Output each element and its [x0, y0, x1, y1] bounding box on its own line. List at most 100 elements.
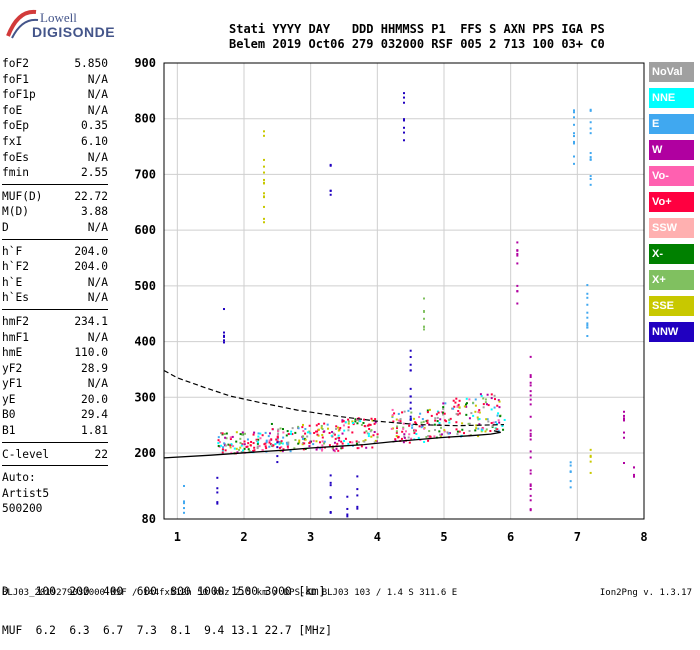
echo-point — [308, 430, 311, 433]
echo-point — [477, 427, 480, 430]
echo-point — [281, 442, 284, 445]
echo-point — [304, 432, 307, 435]
echo-point — [340, 447, 343, 450]
param-name: foF2 — [2, 57, 29, 70]
echo-point — [278, 443, 281, 446]
echo-point — [370, 429, 373, 432]
echo-point — [223, 339, 225, 342]
echo-point — [371, 419, 374, 422]
muf-distance-row: D 100 200 400 600 800 1000 1500 3000 [km… — [2, 585, 326, 598]
echo-point — [243, 443, 246, 446]
echo-point — [428, 408, 431, 411]
echo-point — [408, 424, 411, 427]
echo-point — [391, 415, 394, 418]
param-row: h`F 204.0 — [2, 244, 108, 260]
echo-point — [216, 487, 219, 490]
echo-point — [351, 441, 354, 444]
echo-point — [404, 430, 407, 433]
echo-point — [589, 175, 592, 178]
param-row: MUF(D) 22.72 — [2, 189, 108, 205]
param-value: N/A — [87, 150, 108, 164]
echo-point — [410, 411, 413, 414]
echo-point — [246, 445, 249, 448]
y-tick-label: 900 — [134, 56, 156, 70]
param-value: 204.0 — [74, 244, 108, 258]
echo-point — [230, 444, 233, 447]
echo-point — [426, 422, 429, 425]
echo-point — [467, 422, 470, 425]
echo-point — [586, 284, 589, 287]
echo-point — [414, 421, 417, 424]
echo-point — [315, 448, 318, 451]
echo-point — [333, 441, 336, 444]
echo-point — [399, 418, 402, 421]
echo-point — [569, 464, 572, 467]
echo-point — [397, 436, 400, 439]
echo-point — [239, 433, 242, 436]
echo-point — [346, 495, 349, 498]
echo-point — [337, 449, 340, 452]
echo-point — [455, 412, 458, 415]
echo-point — [277, 428, 280, 431]
echo-point — [475, 427, 478, 430]
echo-point — [328, 431, 331, 434]
echo-point — [329, 189, 332, 192]
echo-point — [326, 423, 329, 426]
param-name: yF2 — [2, 361, 23, 375]
echo-point — [436, 416, 439, 419]
echo-point — [440, 433, 443, 436]
dashed-profile-line — [163, 369, 505, 427]
echo-point — [529, 434, 532, 437]
param-value: 110.0 — [74, 346, 108, 360]
echo-point — [341, 446, 344, 449]
echo-point — [373, 430, 376, 433]
echo-point — [468, 417, 471, 420]
echo-point — [503, 418, 506, 421]
header-line2: Belem 2019 Oct06 279 032000 RSF 005 2 71… — [229, 37, 605, 51]
param-name: h`Es — [2, 291, 29, 305]
echo-point — [257, 435, 260, 438]
echo-point — [221, 449, 224, 452]
echo-point — [569, 461, 572, 464]
echo-point — [376, 433, 379, 436]
echo-point — [342, 424, 345, 427]
echo-point — [304, 427, 307, 430]
echo-point — [623, 410, 625, 413]
echo-point — [347, 422, 350, 425]
echo-point — [486, 418, 489, 421]
echo-point — [339, 426, 342, 429]
echo-point — [529, 499, 532, 502]
echo-point — [496, 404, 499, 407]
echo-point — [573, 142, 575, 145]
echo-point — [409, 356, 412, 359]
echo-point — [573, 123, 575, 126]
echo-point — [458, 399, 461, 402]
echo-point — [442, 407, 445, 410]
echo-point — [359, 420, 362, 423]
echo-point — [373, 441, 376, 444]
param-row: fmin 2.55 — [2, 165, 108, 181]
echo-point — [573, 135, 575, 138]
echo-point — [285, 441, 288, 444]
echo-point — [220, 432, 223, 435]
echo-point — [367, 435, 370, 438]
echo-point — [434, 419, 437, 422]
echo-point — [476, 416, 479, 419]
echo-point — [395, 434, 398, 437]
echo-point — [457, 403, 460, 406]
echo-point — [231, 435, 234, 438]
echo-point — [321, 433, 324, 436]
echo-point — [586, 322, 589, 325]
param-value: 204.0 — [74, 260, 108, 274]
param-name: foF1 — [2, 72, 29, 86]
param-row: foEs N/A — [2, 150, 108, 166]
echo-point — [409, 418, 412, 421]
echo-point — [229, 446, 232, 449]
legend-entry-ssw: SSW — [649, 218, 694, 238]
y-tick-label: 200 — [134, 446, 156, 460]
echo-point — [347, 426, 350, 429]
echo-point — [529, 403, 532, 406]
echo-point — [360, 423, 363, 426]
echo-point — [363, 425, 366, 428]
echo-point — [422, 420, 425, 423]
